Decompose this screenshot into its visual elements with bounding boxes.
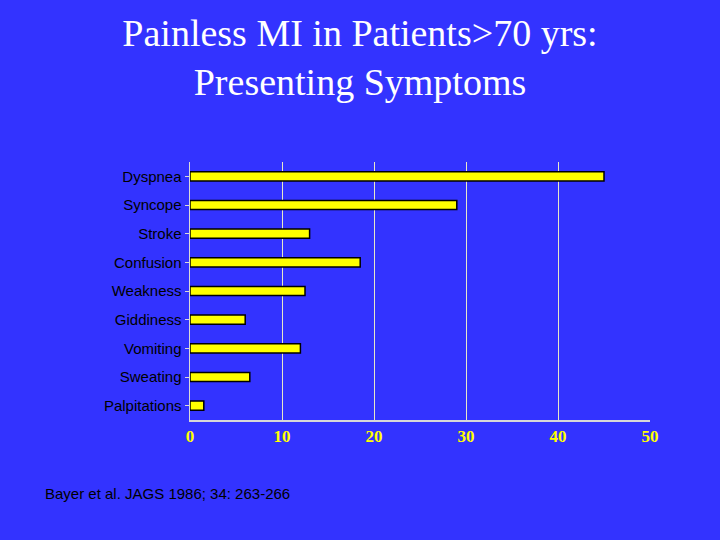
svg-text:Giddiness: Giddiness [115,311,182,328]
svg-text:50: 50 [642,427,659,446]
svg-text:Syncope: Syncope [123,196,181,213]
svg-text:Vomiting: Vomiting [124,340,182,357]
svg-text:Stroke: Stroke [138,225,181,242]
svg-text:Bayer et al. JAGS 1986; 34: 26: Bayer et al. JAGS 1986; 34: 263-266 [45,485,290,502]
svg-text:20: 20 [366,427,383,446]
svg-text:Weakness: Weakness [112,282,182,299]
svg-text:10: 10 [274,427,291,446]
svg-text:Sweating: Sweating [120,368,182,385]
svg-text:40: 40 [550,427,567,446]
svg-text:Palpitations: Palpitations [104,397,182,414]
svg-text:Confusion: Confusion [114,254,182,271]
svg-text:Painless MI in Patients>70 yrs: Painless MI in Patients>70 yrs:Presentin… [122,12,597,103]
svg-text:30: 30 [458,427,475,446]
svg-text:0: 0 [186,427,195,446]
svg-text:Dyspnea: Dyspnea [122,168,182,185]
